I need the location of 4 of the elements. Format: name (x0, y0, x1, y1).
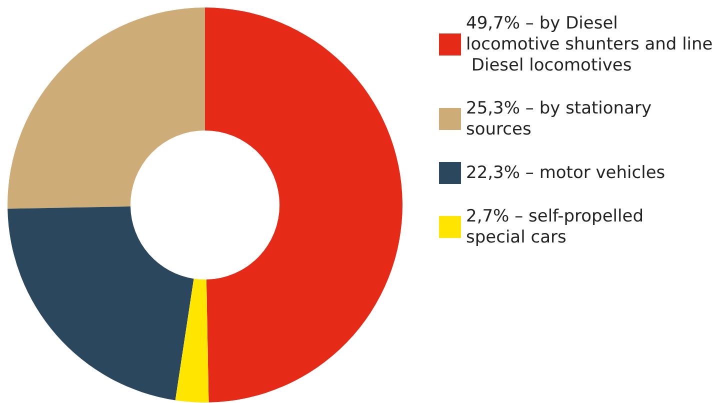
legend-label: 22,3% – motor vehicles (466, 163, 666, 183)
legend-label: 49,7% – by Diesel locomotive shunters and line Diesel locomotives (466, 14, 713, 76)
legend-label: 2,7% – self-propelled special cars (466, 206, 649, 248)
legend-label: 25,3% – by stationary sources (466, 98, 657, 140)
